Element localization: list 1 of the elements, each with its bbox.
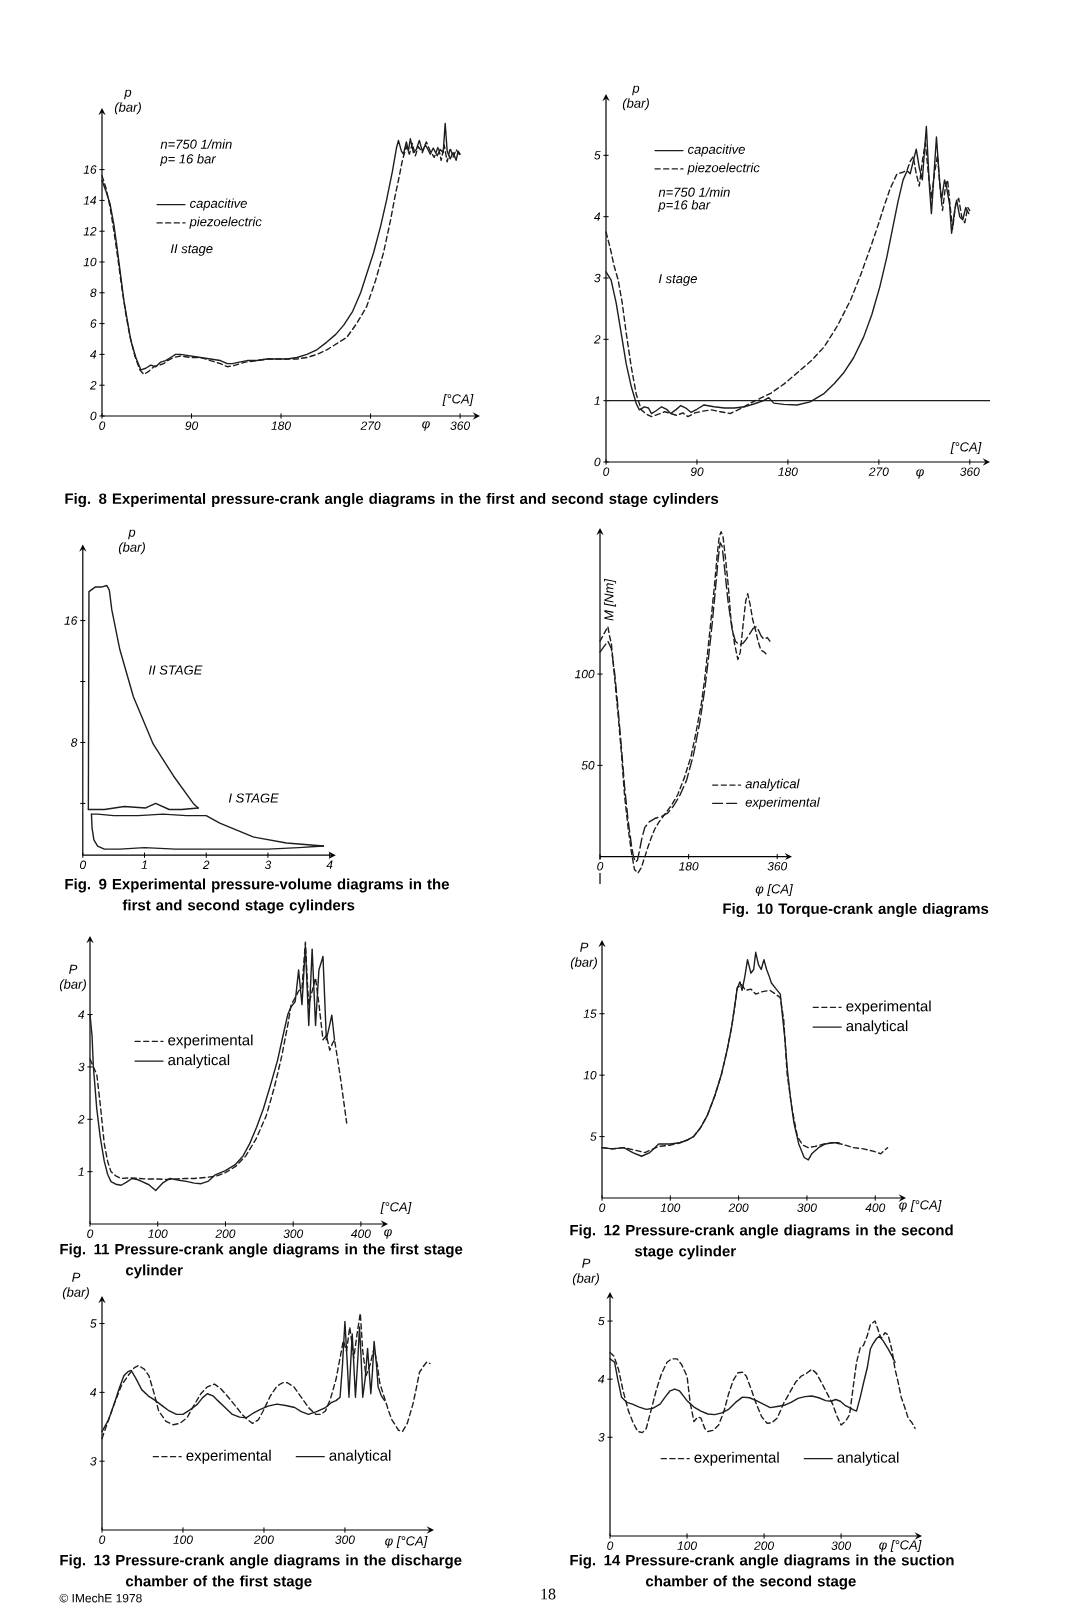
text: 18 [541,1588,556,1600]
